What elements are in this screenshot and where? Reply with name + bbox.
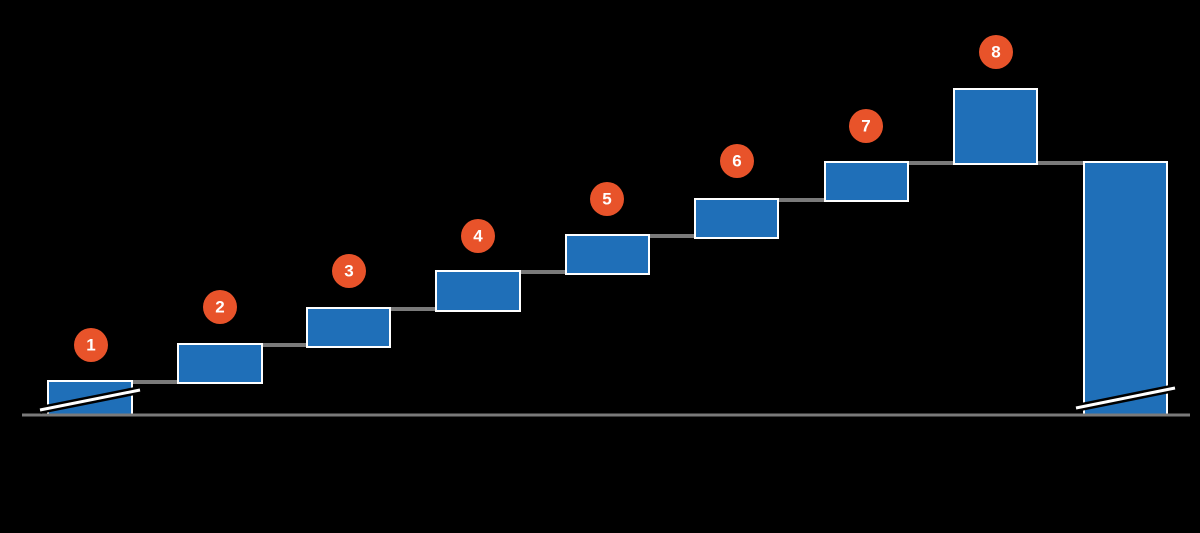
axis-break [39, 388, 141, 412]
bar [824, 161, 909, 202]
badge [74, 328, 108, 362]
bar [953, 88, 1038, 165]
badge [590, 182, 624, 216]
badge-label: 6 [732, 152, 741, 171]
bar [565, 234, 650, 275]
badge [332, 254, 366, 288]
badge [849, 109, 883, 143]
badge-label: 2 [215, 298, 224, 317]
badge [461, 219, 495, 253]
bar [435, 270, 521, 312]
badge [203, 290, 237, 324]
badge-label: 4 [473, 227, 483, 246]
axis-break [1075, 386, 1176, 410]
badge-label: 1 [86, 336, 95, 355]
badge-label: 8 [991, 43, 1000, 62]
connectors [132, 161, 1084, 384]
badge [720, 144, 754, 178]
bar [694, 198, 779, 239]
badge [979, 35, 1013, 69]
bar [1083, 161, 1168, 416]
badges: 1 2 3 4 5 6 7 8 [74, 35, 1013, 362]
badge-label: 7 [861, 117, 870, 136]
bar [306, 307, 391, 348]
bar [177, 343, 263, 384]
badge-label: 5 [602, 190, 611, 209]
badge-label: 3 [344, 262, 353, 281]
